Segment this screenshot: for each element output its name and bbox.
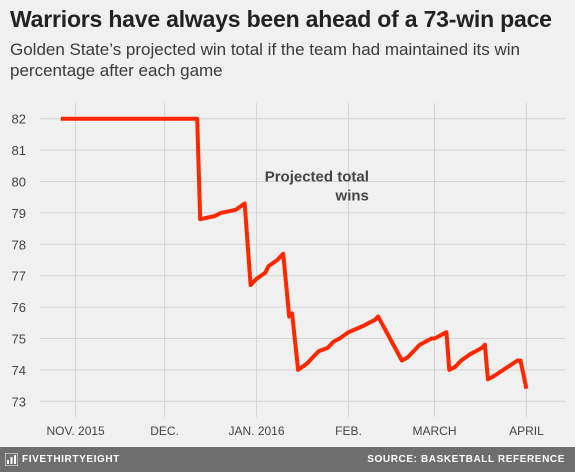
y-axis: 73 74 75 76 77 78 79 80 81 82 xyxy=(12,112,26,410)
y-tick-label: 75 xyxy=(12,332,26,347)
x-tick-label: DEC. xyxy=(150,424,179,438)
annotation-label: Projected total xyxy=(265,169,369,186)
x-tick-label: FEB. xyxy=(335,424,362,438)
x-tick-label: APRIL xyxy=(509,424,544,438)
source-note: SOURCE: BASKETBALL REFERENCE xyxy=(367,454,565,465)
y-tick-label: 82 xyxy=(12,112,26,127)
annotation-label: wins xyxy=(335,188,369,205)
series-group xyxy=(60,116,529,390)
chart-title: Warriors have always been ahead of a 73-… xyxy=(10,6,552,32)
y-tick-label: 80 xyxy=(12,175,26,190)
x-tick-label: MARCH xyxy=(412,424,456,438)
y-tick-label: 74 xyxy=(12,363,26,378)
x-tick-label: NOV. 2015 xyxy=(46,424,105,438)
y-tick-label: 78 xyxy=(12,237,26,252)
line-chart: 73 74 75 76 77 78 79 80 81 82 NOV. 2015 DEC. JAN. 2… xyxy=(12,103,565,438)
chart-subtitle: Golden State’s projected win total if th… xyxy=(10,40,520,80)
footer-bar: FIVETHIRTYEIGHT SOURCE: BASKETBALL REFER… xyxy=(0,447,575,472)
y-tick-label: 79 xyxy=(12,206,26,221)
annotation: Projected total wins xyxy=(265,169,369,205)
x-axis: NOV. 2015 DEC. JAN. 2016 FEB. MARCH APRIL xyxy=(46,424,544,438)
fivethirtyeight-logo-icon xyxy=(5,453,18,466)
projected-wins-line xyxy=(60,116,529,390)
y-tick-label: 81 xyxy=(12,143,26,158)
brand-name: FIVETHIRTYEIGHT xyxy=(22,454,120,465)
x-tick-label: JAN. 2016 xyxy=(229,424,285,438)
grid-lines xyxy=(40,103,565,417)
y-tick-label: 77 xyxy=(12,269,26,284)
y-tick-label: 76 xyxy=(12,300,26,315)
y-tick-label: 73 xyxy=(12,394,26,409)
